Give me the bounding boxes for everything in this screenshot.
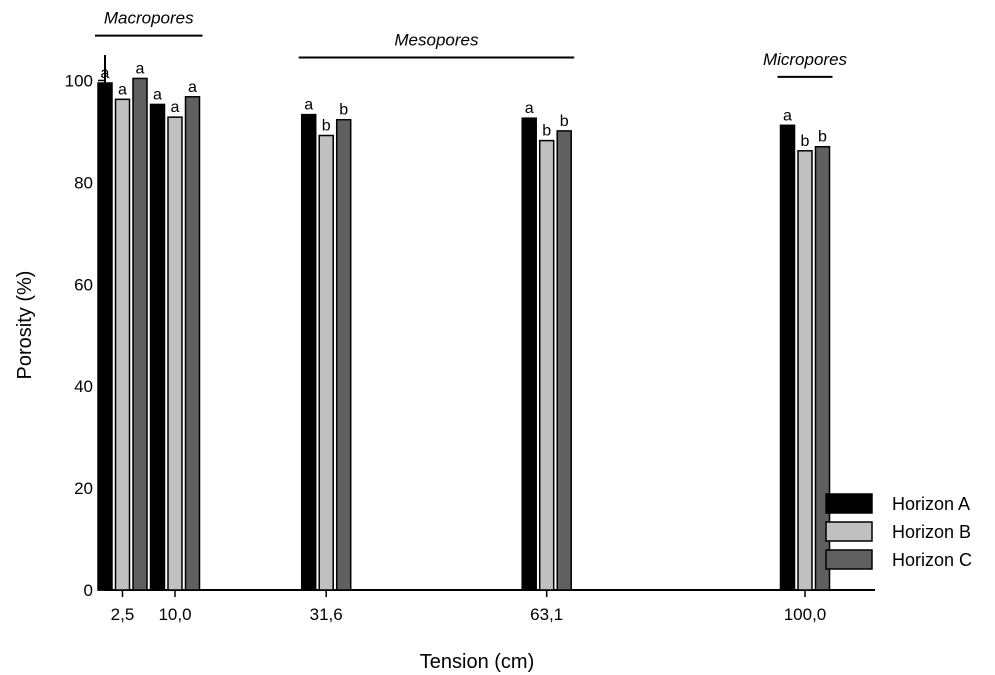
significance-label: b — [542, 123, 551, 140]
bar — [132, 77, 148, 591]
legend: Horizon A Horizon B Horizon C — [825, 493, 972, 570]
bars — [97, 77, 831, 591]
bar — [538, 139, 555, 591]
x-tick-label: 2,5 — [111, 605, 135, 624]
significance-label: b — [560, 113, 569, 130]
y-axis-title: Porosity (%) — [14, 271, 36, 380]
axes: 0 20 40 60 80 100 2,5 10,0 31,6 63,1 100,0 — [65, 55, 875, 624]
y-tick-label: 20 — [74, 479, 93, 498]
y-tick-label: 40 — [74, 377, 93, 396]
significance-label: a — [118, 81, 127, 98]
significance-label: a — [304, 97, 313, 114]
legend-swatch — [825, 521, 873, 542]
bar — [335, 118, 352, 591]
bar — [779, 124, 796, 591]
bar — [318, 134, 334, 591]
legend-swatch — [825, 549, 873, 570]
significance-label: b — [322, 118, 331, 135]
bar — [97, 82, 113, 591]
legend-label: Horizon B — [892, 522, 971, 542]
bar — [556, 130, 572, 591]
bar — [167, 116, 183, 591]
y-tick-label: 100 — [65, 71, 93, 90]
y-tick-label: 80 — [74, 173, 93, 192]
x-tick-label: 31,6 — [310, 605, 343, 624]
significance-label: a — [783, 107, 792, 124]
x-tick-label: 100,0 — [784, 605, 827, 624]
bar — [149, 103, 166, 591]
bar — [300, 113, 317, 591]
legend-label: Horizon A — [892, 494, 970, 514]
pore-groups: Macropores Mesopores Micropores — [95, 9, 848, 78]
x-axis-title: Tension (cm) — [420, 651, 534, 673]
significance-label: a — [136, 60, 145, 77]
x-tick-label: 63,1 — [530, 605, 563, 624]
bar — [814, 145, 831, 591]
legend-label: Horizon C — [892, 550, 972, 570]
x-tick-label: 10,0 — [158, 605, 191, 624]
significance-label: a — [101, 65, 110, 82]
significance-label: a — [525, 100, 534, 117]
y-tick-label: 0 — [84, 581, 93, 600]
significance-label: b — [801, 133, 810, 150]
significance-label: b — [818, 129, 827, 146]
bar — [521, 117, 537, 591]
group-label: Macropores — [104, 9, 194, 28]
significance-label: b — [339, 102, 348, 119]
group-label: Micropores — [763, 50, 848, 69]
group-label: Mesopores — [394, 31, 479, 50]
bar — [184, 96, 201, 591]
y-tick-label: 60 — [74, 275, 93, 294]
bar — [797, 150, 813, 591]
significance-label: a — [153, 86, 162, 103]
bar — [114, 98, 131, 591]
legend-swatch — [825, 493, 873, 514]
significance-label: a — [188, 79, 197, 96]
significance-label: a — [171, 99, 180, 116]
